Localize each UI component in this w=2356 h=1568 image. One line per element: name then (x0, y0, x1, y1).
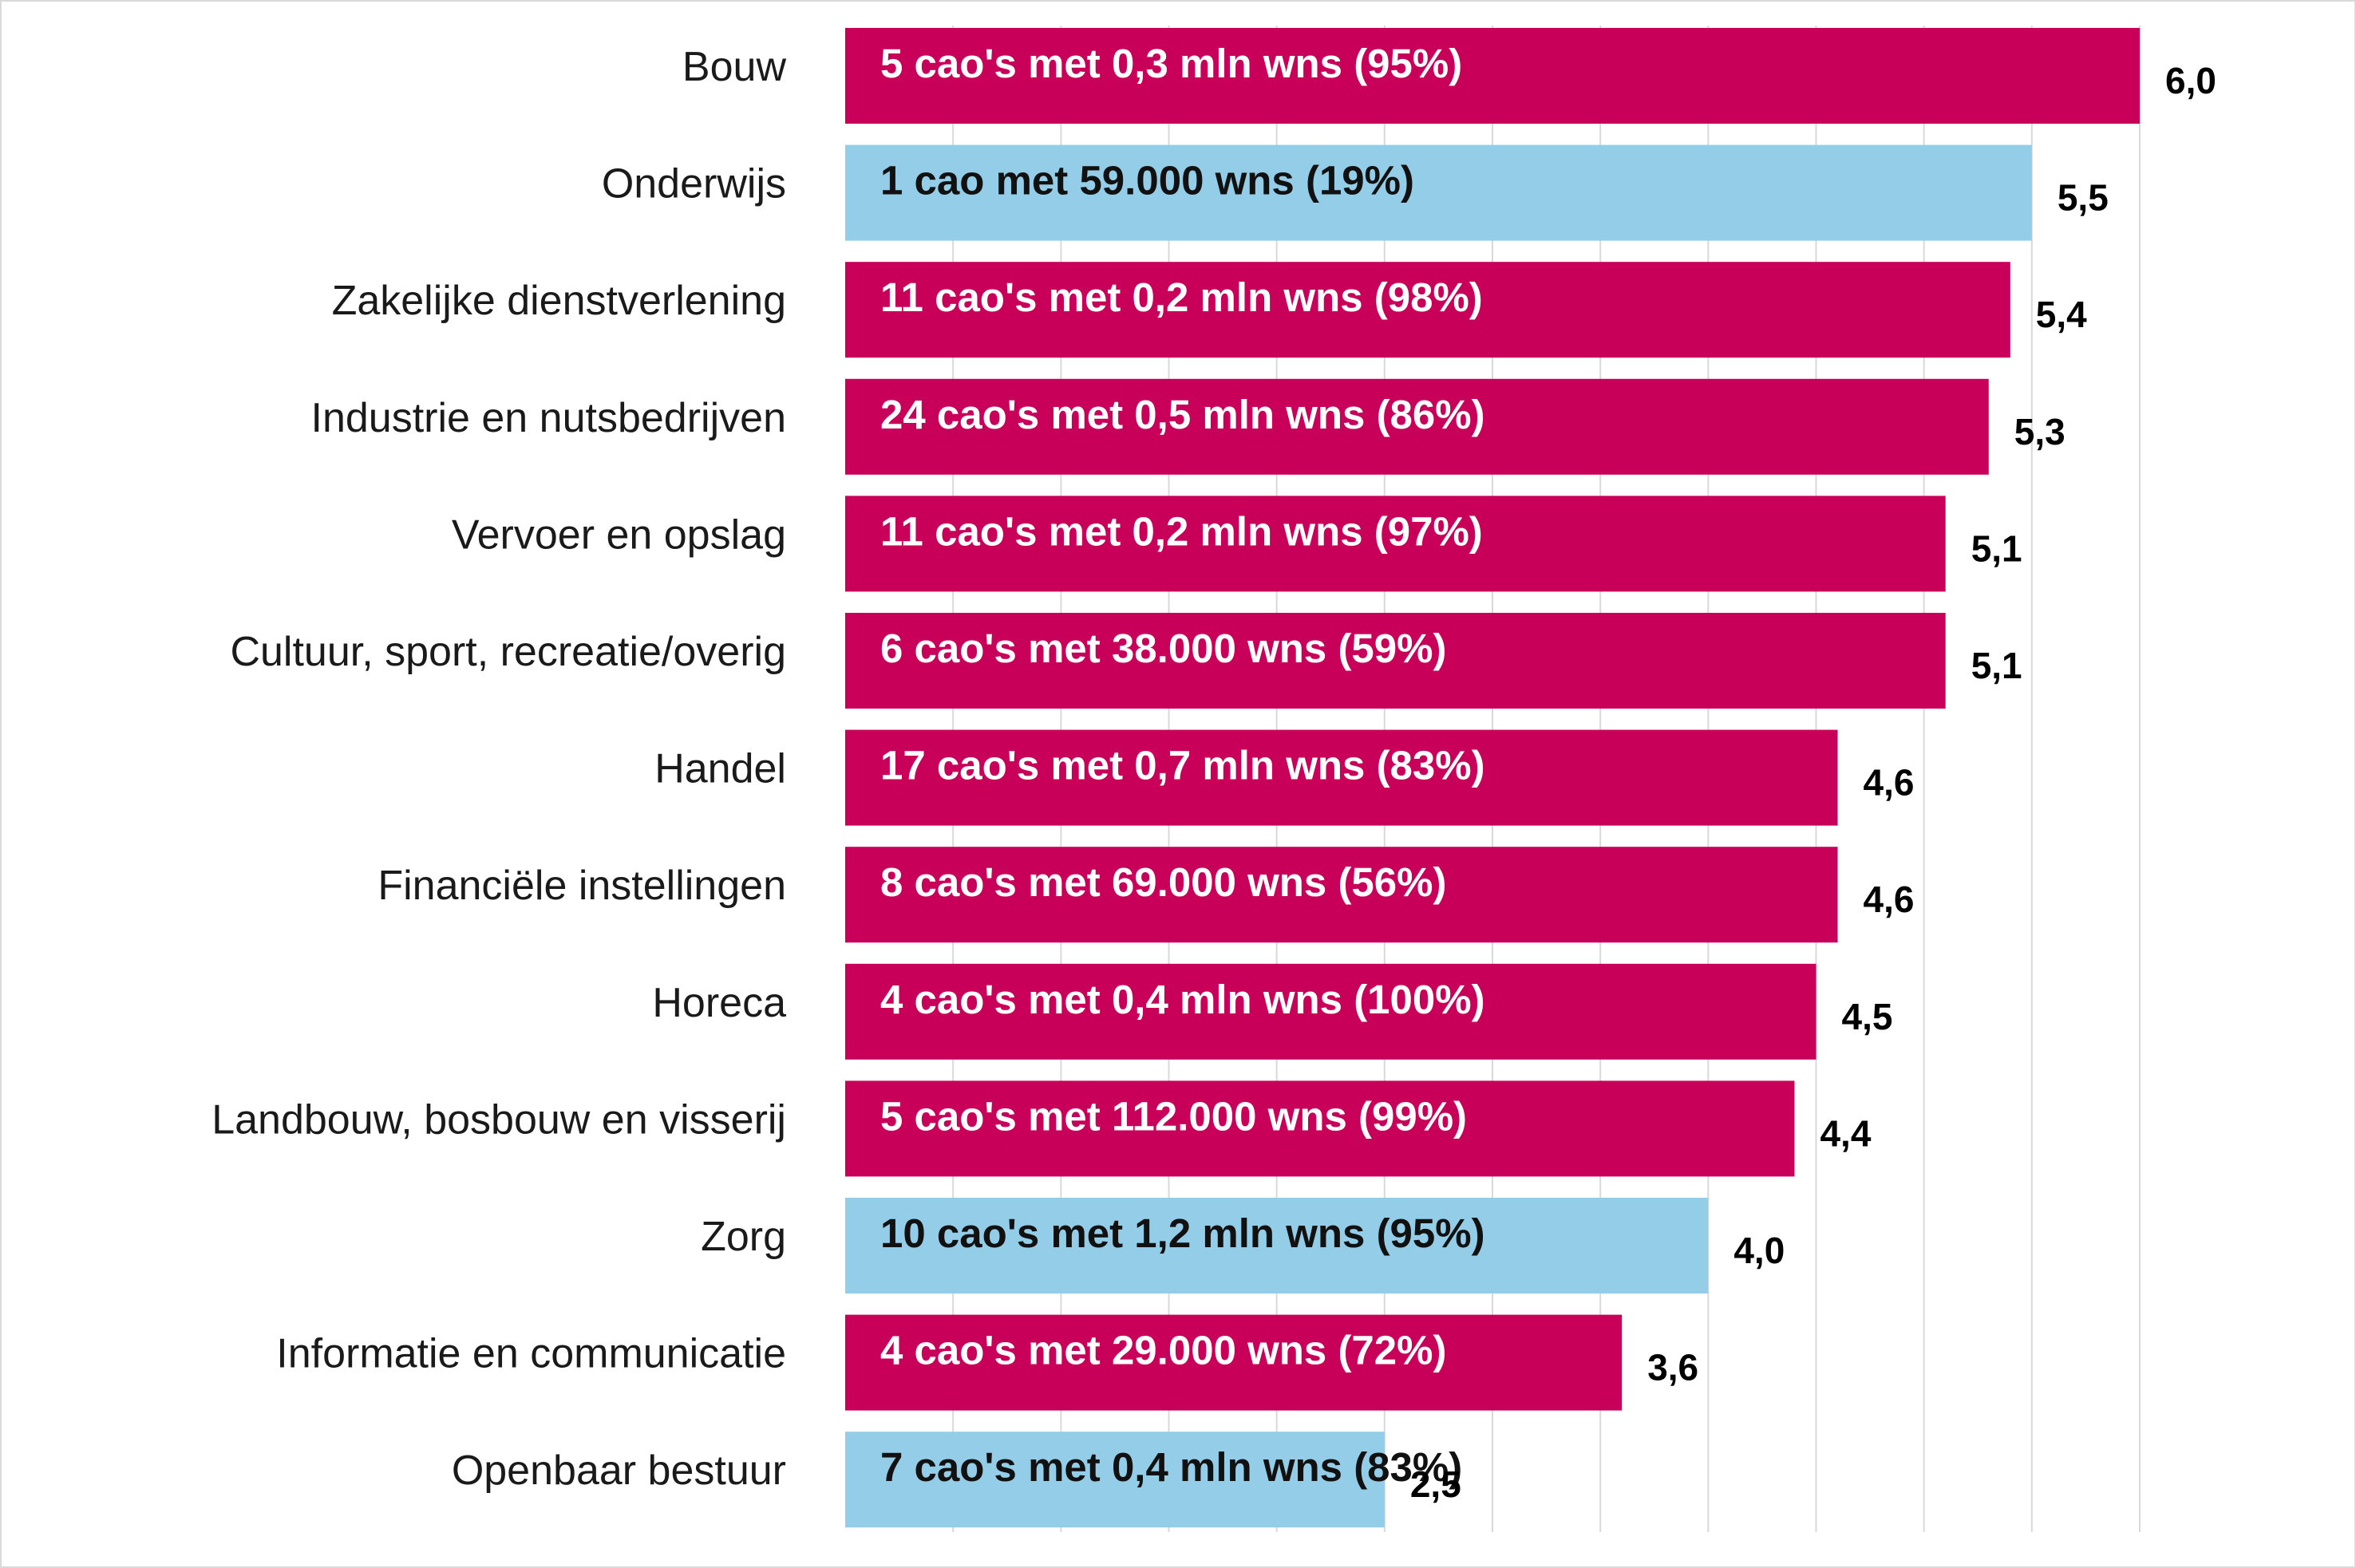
bar (845, 1432, 1385, 1528)
bar (845, 963, 1816, 1060)
category-label: Informatie en communicatie (276, 1331, 786, 1377)
value-label: 4,6 (1864, 879, 1915, 920)
category-label: Cultuur, sport, recreatie/overig (230, 629, 786, 675)
bar-inner-label: 1 cao met 59.000 wns (19%) (880, 158, 1414, 203)
bar (845, 1080, 1795, 1177)
category-label: Vervoer en opslag (452, 511, 786, 558)
value-label: 5,1 (1971, 527, 2022, 569)
bar-inner-label: 5 cao's met 0,3 mln wns (95%) (880, 41, 1462, 86)
category-label: Zakelijke dienstverlening (332, 278, 786, 324)
category-label: Onderwijs (602, 161, 786, 207)
bar (845, 496, 1946, 592)
value-label: 5,4 (2036, 294, 2087, 335)
bar-inner-label: 11 cao's met 0,2 mln wns (98%) (880, 274, 1483, 320)
bar-inner-label: 24 cao's met 0,5 mln wns (86%) (880, 392, 1485, 437)
category-label: Financiële instellingen (378, 863, 786, 909)
category-label: Horeca (652, 980, 786, 1026)
bar (845, 262, 2010, 358)
value-label: 4,5 (1842, 996, 1893, 1037)
bar-inner-label: 17 cao's met 0,7 mln wns (83%) (880, 743, 1485, 788)
bar (845, 144, 2032, 241)
bar-inner-label: 4 cao's met 29.000 wns (72%) (880, 1328, 1447, 1373)
bar-inner-label: 8 cao's met 69.000 wns (56%) (880, 859, 1447, 905)
value-label: 3,6 (1647, 1347, 1698, 1388)
bar (845, 613, 1946, 709)
value-label: 6,0 (2165, 60, 2216, 101)
category-label: Landbouw, bosbouw en visserij (211, 1096, 786, 1143)
category-label: Industrie en nutsbedrijven (311, 395, 787, 441)
bar (845, 1314, 1623, 1411)
bar-inner-label: 5 cao's met 112.000 wns (99%) (880, 1093, 1467, 1139)
category-label: Handel (654, 746, 786, 792)
bar (845, 729, 1838, 826)
category-label: Zorg (701, 1214, 786, 1260)
bar (845, 378, 1989, 475)
category-label: Openbaar bestuur (452, 1448, 786, 1494)
bar (845, 1198, 1709, 1294)
value-label: 5,1 (1971, 645, 2022, 686)
bar (845, 28, 2140, 124)
bar-inner-label: 4 cao's met 0,4 mln wns (100%) (880, 977, 1485, 1022)
value-label: 4,4 (1820, 1112, 1871, 1154)
bar-inner-label: 6 cao's met 38.000 wns (59%) (880, 626, 1447, 671)
bar (845, 847, 1838, 943)
value-label: 5,5 (2058, 177, 2109, 219)
value-label: 5,3 (2014, 411, 2065, 452)
value-label: 4,6 (1864, 762, 1915, 804)
bar-inner-label: 11 cao's met 0,2 mln wns (97%) (880, 508, 1483, 554)
bar-inner-label: 7 cao's met 0,4 mln wns (83%) (880, 1444, 1462, 1490)
category-label: Bouw (682, 44, 787, 90)
bar-inner-label: 10 cao's met 1,2 mln wns (95%) (880, 1211, 1485, 1256)
value-label: 4,0 (1733, 1230, 1785, 1271)
value-label: 2,5 (1410, 1463, 1461, 1505)
